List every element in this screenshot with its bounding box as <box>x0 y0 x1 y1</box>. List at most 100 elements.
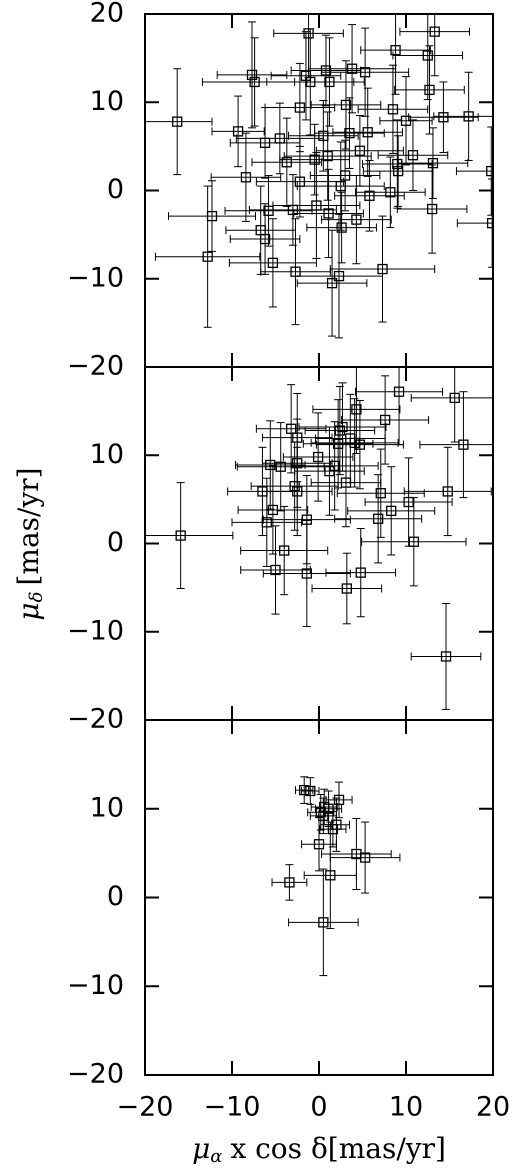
plot-area <box>145 367 493 710</box>
point <box>426 203 438 215</box>
point <box>344 127 355 139</box>
point <box>232 126 244 137</box>
point <box>275 461 286 472</box>
point <box>407 150 419 161</box>
point <box>351 404 362 415</box>
point <box>354 145 366 156</box>
point <box>324 76 335 88</box>
point <box>274 133 286 144</box>
x-label-subscript: α <box>210 1146 222 1167</box>
panel-frame <box>144 719 494 1076</box>
x-tick-label: 0 <box>310 1092 327 1123</box>
point <box>309 154 320 165</box>
point <box>333 794 345 806</box>
y-tick-label: −10 <box>67 615 124 646</box>
point <box>313 839 325 850</box>
point <box>341 583 352 594</box>
point <box>486 218 493 229</box>
y-label-unit: [mas/yr] <box>12 467 45 585</box>
point <box>429 26 440 37</box>
point <box>486 165 493 177</box>
point <box>292 486 303 497</box>
point <box>393 386 405 397</box>
point <box>329 460 340 471</box>
x-tick-label: −20 <box>117 1092 174 1123</box>
point <box>387 104 399 115</box>
point <box>172 116 183 127</box>
panel-frame <box>144 366 494 721</box>
point <box>359 67 371 78</box>
y-label-subscript: δ <box>26 592 47 603</box>
point <box>458 439 469 450</box>
point <box>408 536 419 547</box>
plot-area <box>145 14 493 339</box>
y-tick-label: 10 <box>90 86 124 117</box>
point <box>265 459 276 471</box>
point <box>403 496 414 508</box>
point <box>339 170 351 181</box>
point <box>337 421 348 433</box>
point <box>333 270 345 282</box>
x-tick-label: −10 <box>204 1092 261 1123</box>
point <box>322 150 333 162</box>
point <box>294 102 306 113</box>
point <box>175 530 186 541</box>
point <box>324 465 335 477</box>
point <box>301 568 312 579</box>
point <box>279 545 290 556</box>
y-tick-label: −10 <box>67 262 124 293</box>
x-axis-label: μα x cos δ[mas/yr] <box>192 1132 446 1168</box>
point <box>390 45 401 56</box>
point <box>400 115 412 126</box>
point <box>427 157 439 169</box>
point <box>386 505 397 516</box>
point <box>246 69 258 81</box>
point <box>202 251 213 262</box>
point <box>263 205 274 216</box>
x-label-rest: x cos δ[mas/yr] <box>230 1132 445 1165</box>
point <box>346 63 358 74</box>
point <box>449 392 460 404</box>
point <box>375 488 386 499</box>
y-axis-label: μδ [mas/yr] <box>12 467 48 620</box>
point <box>267 257 279 269</box>
point <box>312 451 324 463</box>
point <box>284 877 295 888</box>
point <box>323 803 334 814</box>
point <box>349 437 360 449</box>
point <box>325 870 336 881</box>
point <box>422 50 433 61</box>
point <box>379 414 391 426</box>
point <box>334 425 346 436</box>
point <box>311 200 322 211</box>
point <box>336 222 347 233</box>
point <box>354 439 366 450</box>
x-label-symbol: μ <box>192 1132 210 1165</box>
point <box>331 819 342 830</box>
y-tick-label: 0 <box>107 527 124 558</box>
point <box>249 76 260 88</box>
point <box>326 278 338 289</box>
point <box>392 158 403 170</box>
point <box>463 111 474 122</box>
point <box>440 651 452 662</box>
point <box>438 112 449 123</box>
y-tick-label: 20 <box>90 0 124 29</box>
point <box>315 807 326 818</box>
point <box>305 785 316 797</box>
y-label-symbol: μ <box>12 602 45 620</box>
point <box>359 852 371 863</box>
y-tick-label: 10 <box>90 439 124 470</box>
point <box>318 917 329 928</box>
plot-area <box>271 776 401 977</box>
point <box>299 784 310 796</box>
x-tick-label: 20 <box>476 1092 510 1123</box>
point <box>261 517 272 528</box>
y-tick-label: −20 <box>67 351 124 382</box>
y-tick-label: 0 <box>107 881 124 912</box>
point <box>323 208 334 219</box>
point <box>377 263 388 275</box>
point <box>373 513 384 524</box>
point <box>351 214 362 225</box>
